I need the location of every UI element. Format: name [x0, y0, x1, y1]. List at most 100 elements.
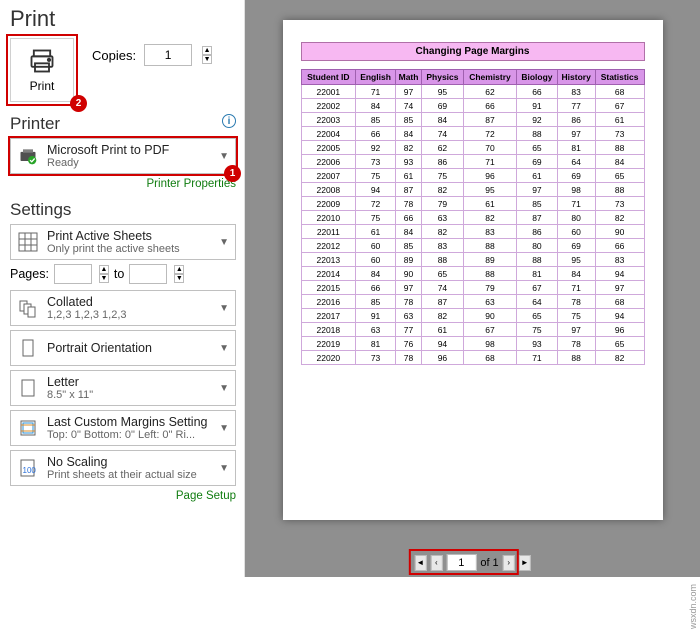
print-what-line1: Print Active Sheets	[47, 229, 211, 243]
table-row: 2201981769498937865	[301, 337, 644, 351]
scaling-line1: No Scaling	[47, 455, 211, 469]
print-preview-panel: Changing Page Margins Student IDEnglishM…	[245, 0, 700, 577]
collated-icon	[17, 298, 39, 318]
table-row: 2201075666382878082	[301, 211, 644, 225]
table-row: 2201260858388806966	[301, 239, 644, 253]
table-header: Physics	[422, 70, 464, 85]
paper-line2: 8.5" x 11"	[47, 389, 211, 401]
copies-label: Copies:	[92, 48, 136, 63]
printer-name: Microsoft Print to PDF	[47, 143, 211, 157]
chevron-down-icon: ▼	[219, 423, 229, 434]
margins-icon	[17, 418, 39, 438]
info-icon[interactable]: i	[222, 114, 236, 128]
table-row: 2200171979562668368	[301, 85, 644, 99]
orientation-select[interactable]: Portrait Orientation ▼	[10, 330, 236, 366]
margins-select[interactable]: Last Custom Margins SettingTop: 0" Botto…	[10, 410, 236, 446]
table-row: 2200972787961857173	[301, 197, 644, 211]
pages-to-input[interactable]	[129, 264, 167, 284]
pager-of-label: of 1	[480, 557, 498, 569]
pager-current-input[interactable]	[446, 554, 476, 571]
table-row: 2200592826270658188	[301, 141, 644, 155]
table-header: History	[557, 70, 595, 85]
pager-last[interactable]: ►	[519, 555, 531, 571]
table-row: 2200775617596616965	[301, 169, 644, 183]
preview-banner: Changing Page Margins	[301, 42, 645, 61]
pages-to-down[interactable]: ▼	[174, 274, 184, 283]
pages-from-input[interactable]	[54, 264, 92, 284]
copies-wrap: Copies: ▲ ▼	[92, 44, 212, 66]
printer-properties-link[interactable]: Printer Properties	[10, 178, 236, 190]
table-header: Student ID	[301, 70, 356, 85]
table-header: English	[356, 70, 396, 85]
page-pager: ◄ ‹ of 1 › ►	[414, 554, 530, 571]
print-button-label: Print	[30, 79, 55, 93]
svg-text:100: 100	[23, 466, 37, 475]
table-row: 2200466847472889773	[301, 127, 644, 141]
table-row: 2200284746966917767	[301, 99, 644, 113]
table-row: 2201863776167759796	[301, 323, 644, 337]
pages-from-down[interactable]: ▼	[99, 274, 109, 283]
print-row: Print Copies: ▲ ▼ 2	[10, 38, 236, 102]
chevron-down-icon: ▼	[219, 383, 229, 394]
paper-select[interactable]: Letter8.5" x 11" ▼	[10, 370, 236, 406]
table-row: 2200673938671696484	[301, 155, 644, 169]
table-header: Biology	[517, 70, 557, 85]
printer-icon	[28, 47, 56, 75]
printer-status: Ready	[47, 157, 211, 169]
margins-line2: Top: 0" Bottom: 0" Left: 0" Ri...	[47, 429, 211, 441]
scaling-select[interactable]: 100 No ScalingPrint sheets at their actu…	[10, 450, 236, 486]
collated-line2: 1,2,3 1,2,3 1,2,3	[47, 309, 211, 321]
table-row: 2201161848283866090	[301, 225, 644, 239]
chevron-down-icon: ▼	[219, 237, 229, 248]
chevron-down-icon: ▼	[219, 463, 229, 474]
print-what-line2: Only print the active sheets	[47, 243, 211, 255]
copies-input[interactable]	[144, 44, 192, 66]
scaling-line2: Print sheets at their actual size	[47, 469, 211, 481]
pager-next[interactable]: ›	[503, 555, 515, 571]
pages-label: Pages:	[10, 267, 49, 281]
table-header: Math	[395, 70, 421, 85]
table-row: 2201685788763647868	[301, 295, 644, 309]
paper-icon	[17, 378, 39, 398]
collated-line1: Collated	[47, 295, 211, 309]
chevron-down-icon: ▼	[219, 343, 229, 354]
print-button[interactable]: Print	[10, 38, 74, 102]
printer-section-head: Printer i	[10, 114, 236, 134]
orientation-icon	[17, 338, 39, 358]
table-row: 2201791638290657594	[301, 309, 644, 323]
table-row: 2201566977479677197	[301, 281, 644, 295]
table-row: 2202073789668718882	[301, 351, 644, 365]
copies-down[interactable]: ▼	[202, 55, 212, 64]
table-row: 2201484906588818494	[301, 267, 644, 281]
chevron-down-icon: ▼	[219, 151, 229, 162]
printer-head-label: Printer	[10, 114, 60, 134]
table-header: Chemistry	[463, 70, 516, 85]
orientation-line1: Portrait Orientation	[47, 341, 211, 355]
pager-prev[interactable]: ‹	[430, 555, 442, 571]
table-header: Statistics	[595, 70, 644, 85]
copies-spinner: ▲ ▼	[202, 46, 212, 64]
printer-select[interactable]: Microsoft Print to PDF Ready ▼	[10, 138, 236, 174]
sheets-icon	[17, 232, 39, 252]
pages-row: Pages: ▲▼ to ▲▼	[10, 264, 236, 284]
paper-line1: Letter	[47, 375, 211, 389]
copies-up[interactable]: ▲	[202, 46, 212, 55]
print-what-select[interactable]: Print Active SheetsOnly print the active…	[10, 224, 236, 260]
preview-table: Student IDEnglishMathPhysicsChemistryBio…	[301, 69, 645, 365]
pages-to-up[interactable]: ▲	[174, 265, 184, 274]
chevron-down-icon: ▼	[219, 303, 229, 314]
pager-first[interactable]: ◄	[414, 555, 426, 571]
settings-head-label: Settings	[10, 200, 71, 220]
settings-section-head: Settings	[10, 200, 236, 220]
watermark: wsxdn.com	[688, 584, 698, 629]
margins-line1: Last Custom Margins Setting	[47, 415, 211, 429]
page-setup-link[interactable]: Page Setup	[10, 490, 236, 502]
table-row: 2200385858487928661	[301, 113, 644, 127]
preview-page: Changing Page Margins Student IDEnglishM…	[283, 20, 663, 520]
pages-from-up[interactable]: ▲	[99, 265, 109, 274]
table-row: 2200894878295979888	[301, 183, 644, 197]
collated-select[interactable]: Collated1,2,3 1,2,3 1,2,3 ▼	[10, 290, 236, 326]
table-row: 2201360898889889583	[301, 253, 644, 267]
scaling-icon: 100	[17, 458, 39, 478]
print-settings-panel: Print Print Copies: ▲ ▼ 2 Printer i	[0, 0, 245, 577]
